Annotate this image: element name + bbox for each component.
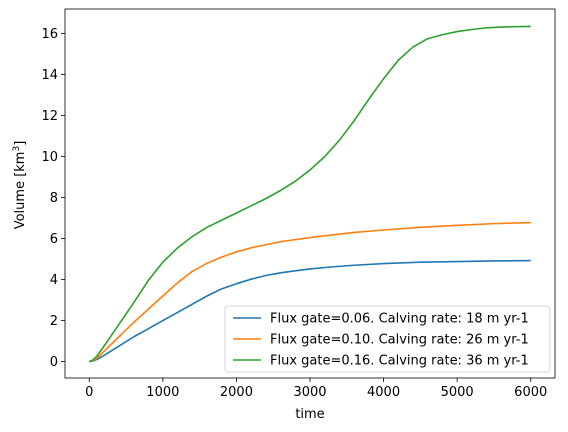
x-tick-label: 3000 <box>293 385 326 400</box>
y-axis-label-superscript: 3 <box>12 146 22 152</box>
x-tick-label: 0 <box>85 385 93 400</box>
y-tick-label: 4 <box>50 273 58 288</box>
x-tick-label: 1000 <box>146 385 179 400</box>
series-line-2 <box>89 221 531 363</box>
y-tick-label: 10 <box>41 150 58 165</box>
legend-label-3: Flux gate=0.16. Calving rate: 36 m yr-1 <box>270 354 529 369</box>
x-tick-label: 5000 <box>441 385 474 400</box>
y-axis-ticks: 0 2 4 6 8 10 12 14 16 <box>41 27 65 370</box>
legend: Flux gate=0.06. Calving rate: 18 m yr-1 F… <box>224 305 551 373</box>
x-tick-label: 6000 <box>514 385 547 400</box>
x-axis-ticks: 0 1000 2000 3000 4000 5000 6000 <box>85 378 547 400</box>
series-line-1 <box>89 259 531 363</box>
plot-frame <box>64 8 556 379</box>
legend-box <box>224 305 551 373</box>
legend-label-2: Flux gate=0.10. Calving rate: 26 m yr-1 <box>270 333 529 348</box>
y-tick-label: 14 <box>41 68 58 83</box>
y-tick-label: 6 <box>50 232 58 247</box>
y-tick-label: 0 <box>50 355 58 370</box>
x-tick-label: 4000 <box>367 385 400 400</box>
series-lines <box>88 25 531 363</box>
y-tick-label: 16 <box>41 27 58 42</box>
y-tick-label: 12 <box>41 109 58 124</box>
x-tick-label: 2000 <box>220 385 253 400</box>
series-line-3 <box>88 25 531 363</box>
y-axis-label-bracket: ] <box>13 141 28 146</box>
y-axis-label: Volume [km3] <box>12 141 28 230</box>
y-tick-label: 8 <box>50 191 58 206</box>
y-tick-label: 2 <box>50 314 58 329</box>
legend-label-1: Flux gate=0.06. Calving rate: 18 m yr-1 <box>270 312 529 327</box>
x-axis-label: time <box>295 407 324 422</box>
